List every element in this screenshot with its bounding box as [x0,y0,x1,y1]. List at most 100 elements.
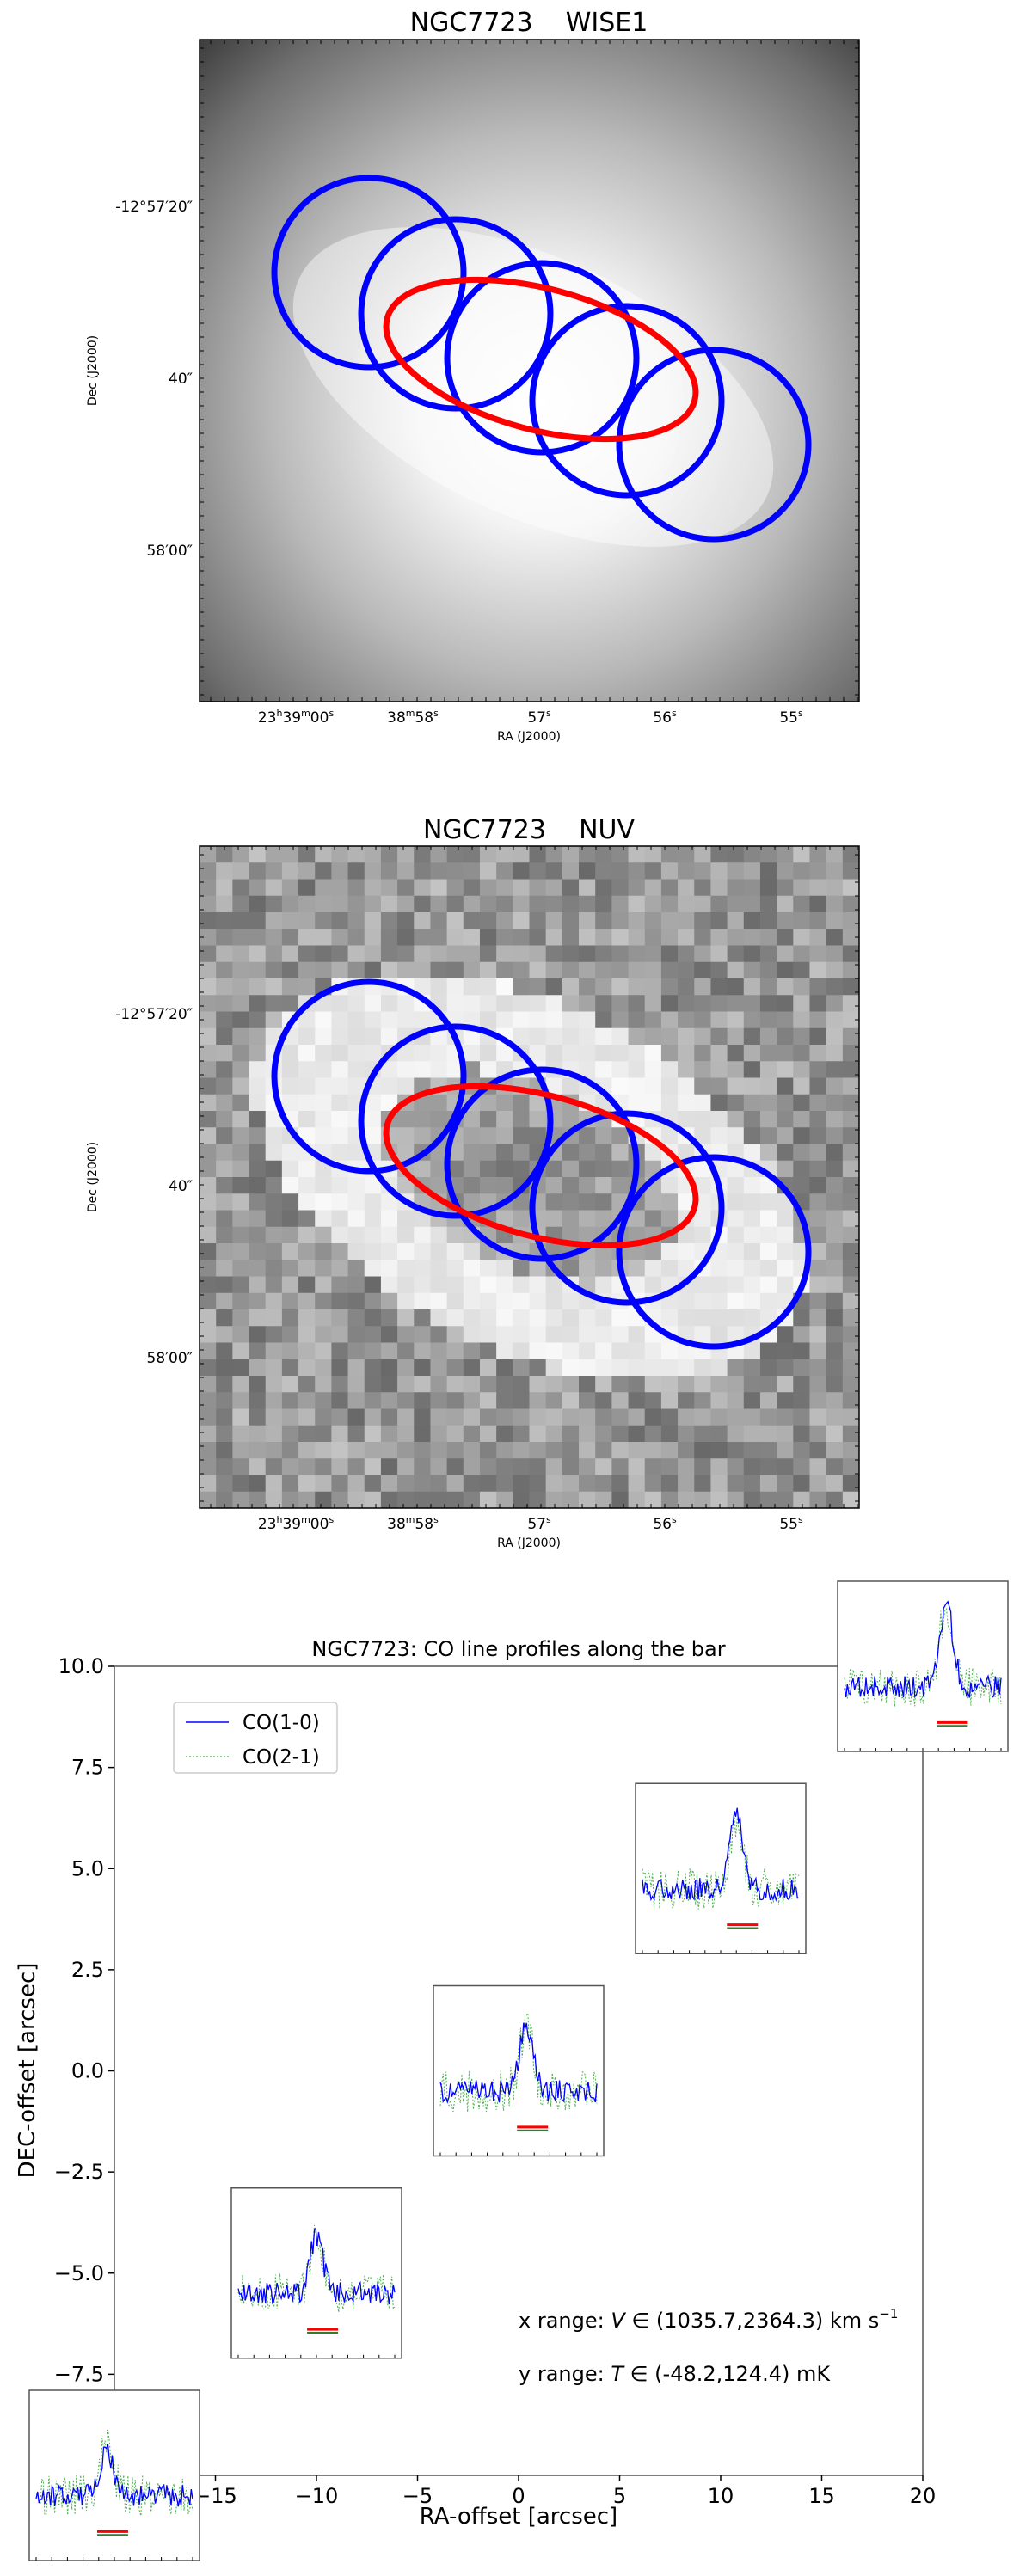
nuv-pixel [727,1359,745,1377]
nuv-pixel [694,1160,712,1178]
nuv-pixel [809,1309,827,1327]
nuv-pixel [265,1260,283,1278]
nuv-pixel [232,1077,250,1095]
nuv-pixel [759,1408,777,1426]
nuv-pixel [579,846,596,863]
nuv-pixel [579,945,596,963]
nuv-pixel [759,1342,777,1360]
nuv-pixel [331,945,349,963]
nuv-pixel [216,1127,233,1145]
nuv-pixel [793,1027,811,1046]
nuv-pixel [298,1359,316,1377]
bar-ellipse [383,1083,699,1249]
nuv-pixel [200,1292,217,1310]
nuv-pixel [644,846,662,863]
nuv-pixel [315,1442,333,1459]
nuv-pixel [496,1309,513,1327]
nuv-pixel [826,1045,844,1062]
nuv-pixel [249,1077,267,1095]
nuv-pixel [331,1408,349,1426]
nuv-pixel [678,1061,695,1079]
nuv-pixel [595,1475,612,1493]
nuv-pixel [611,862,630,880]
wise1-title: NGC7723 WISE1 [410,8,648,38]
nuv-pixel [414,1442,432,1459]
nuv-pixel [380,1094,398,1112]
nuv-pixel [595,1342,612,1360]
nuv-pixel [793,912,811,929]
nuv-pixel [479,1011,497,1029]
legend: CO(1-0) CO(2-1) [173,1702,338,1774]
nuv-beams [271,978,812,1350]
nuv-pixel [364,1027,382,1046]
nuv-pixel [200,862,217,880]
nuv-pixel [216,1276,233,1294]
nuv-pixel [463,1475,481,1493]
nuv-pixel [826,961,844,979]
nuv-pixel [809,1408,827,1426]
nuv-pixel [479,1359,497,1377]
nuv-pixel [611,1160,630,1178]
nuv-pixel [463,1243,481,1260]
nuv-pixel [759,1193,777,1211]
nuv-pixel [200,912,217,929]
nuv-pixel [644,1408,662,1426]
nuv-pixel [463,912,481,929]
nuv-pixel [777,1408,794,1426]
nuv-pixel [446,895,464,913]
nuv-pixel [364,1309,382,1327]
nuv-pixel [463,929,481,947]
nuv-pixel [579,1442,596,1459]
nuv-pixel [579,912,596,929]
nuv-pixel [579,1193,596,1211]
beam-circle [271,978,467,1175]
nuv-pixel [678,945,695,963]
nuv-pixel [298,1177,316,1194]
nuv-pixel [200,945,217,963]
nuv-pixel [793,1359,811,1377]
nuv-pixel [809,1425,827,1443]
nuv-pixel [678,1442,695,1459]
nuv-pixel [660,1045,679,1062]
nuv-pixel [496,995,513,1013]
nuv-pixel [249,879,267,897]
nuv-pixel [315,1276,333,1294]
nuv-pixel [529,1342,547,1360]
nuv-pixel [793,945,811,963]
nuv-pixel [414,1226,432,1244]
nuv-pixel [842,945,859,963]
nuv-pixel [809,1193,827,1211]
nuv-pixel [281,1458,299,1476]
nuv-pixel [315,1111,333,1128]
nuv-pixel [232,1061,250,1079]
nuv-pixel [281,1309,299,1327]
nuv-pixel [397,1011,415,1029]
nuv-pixel [759,1243,777,1260]
nuv-pixel [397,912,415,929]
y-tick-label: 2.5 [71,1958,104,1982]
nuv-pixel [611,1326,630,1344]
nuv-pixel [562,978,580,996]
nuv-pixel [281,912,299,929]
nuv-pixel [562,1144,580,1162]
nuv-pixel [249,1359,267,1377]
nuv-pixel [216,862,233,880]
nuv-pixel [644,1458,662,1476]
nuv-pixel [380,1226,398,1244]
nuv-pixel [397,1408,415,1426]
nuv-pixel [777,1077,794,1095]
nuv-pixel [200,1027,217,1046]
nuv-pixel [842,1359,859,1377]
nuv-pixel [777,995,794,1013]
nuv-pixel [364,1045,382,1062]
nuv-pixel [529,1425,547,1443]
nuv-pixel [694,895,712,913]
nuv-pixel [529,1127,547,1145]
nuv-panel: NGC7723 NUV -12°57′20″ 40″ 58′00″ Dec (J… [86,815,860,1550]
nuv-pixel [281,1177,299,1194]
nuv-pixel [446,1061,464,1079]
nuv-pixel [216,1027,233,1046]
nuv-pixel [298,1458,316,1476]
nuv-title: NGC7723 NUV [423,815,636,845]
nuv-pixel [414,1309,432,1327]
